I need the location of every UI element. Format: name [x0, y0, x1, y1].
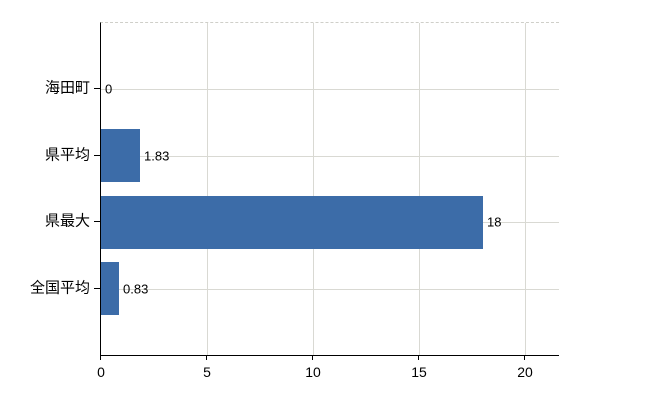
category-label: 県最大: [44, 212, 90, 230]
x-tick-label: 0: [97, 364, 105, 380]
x-tick-label: 20: [517, 364, 533, 380]
bar-value-label: 0: [105, 81, 113, 97]
x-axis-tick: [524, 355, 525, 360]
x-axis-tick: [418, 355, 419, 360]
x-tick-label: 5: [203, 364, 211, 380]
vertical-gridline: [419, 23, 420, 355]
y-axis-tick: [94, 155, 100, 156]
x-axis-tick: [312, 355, 313, 360]
bar-value-label: 1.83: [144, 148, 170, 164]
x-axis-tick: [206, 355, 207, 360]
category-label: 海田町: [44, 79, 90, 97]
x-axis-tick: [100, 355, 101, 360]
bar: [101, 129, 140, 182]
bar: [101, 196, 483, 249]
plot-area: 0 1.83 18 0.83: [100, 22, 559, 356]
y-axis-tick: [94, 88, 100, 89]
x-tick-label: 10: [305, 364, 321, 380]
bar-value-label: 18: [487, 214, 502, 230]
horizontal-gridline: [101, 89, 559, 90]
category-label: 県平均: [44, 146, 90, 164]
vertical-gridline: [207, 23, 208, 355]
vertical-gridline: [525, 23, 526, 355]
y-axis-tick: [94, 288, 100, 289]
vertical-gridline: [313, 23, 314, 355]
y-axis-tick: [94, 221, 100, 222]
bar-value-label: 0.83: [123, 281, 149, 297]
bar: [101, 262, 119, 315]
horizontal-gridline: [101, 156, 559, 157]
category-label: 全国平均: [29, 279, 90, 297]
horizontal-gridline: [101, 289, 559, 290]
x-tick-label: 15: [411, 364, 427, 380]
